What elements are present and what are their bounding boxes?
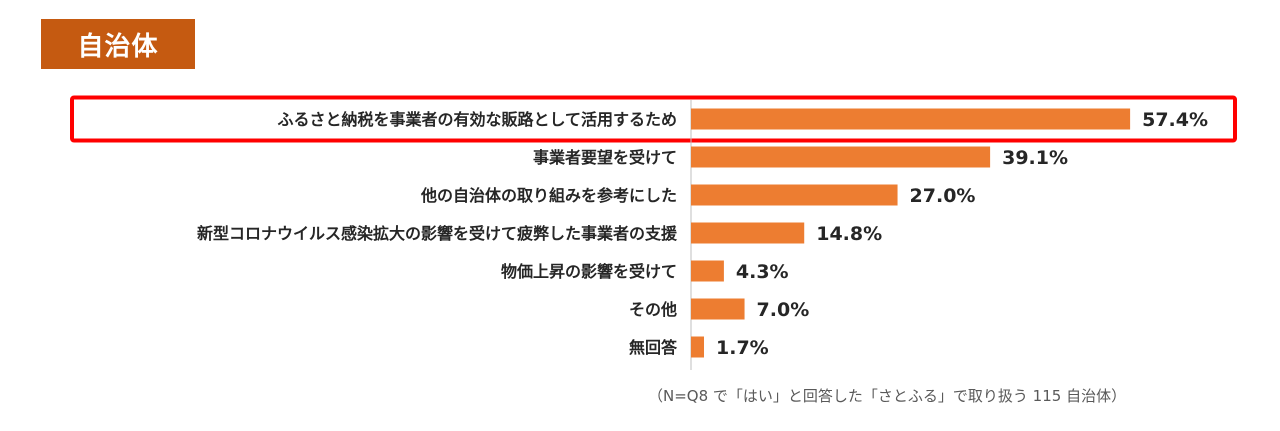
category-label: 物価上昇の影響を受けて — [501, 262, 677, 281]
value-label: 57.4% — [1142, 109, 1208, 131]
bar — [691, 108, 1131, 130]
bar — [691, 222, 805, 244]
bar — [691, 146, 991, 168]
category-label: 他の自治体の取り組みを参考にした — [420, 186, 677, 205]
category-label: 事業者要望を受けて — [533, 148, 677, 167]
category-label: 無回答 — [629, 338, 678, 357]
bar — [691, 260, 724, 282]
category-label: ふるさと納税を事業者の有効な販路として活用するため — [277, 110, 677, 129]
bar — [691, 298, 745, 320]
bar — [691, 184, 898, 206]
section-badge: 自治体 — [41, 19, 195, 69]
category-label: 新型コロナウイルス感染拡大の影響を受けて疲弊した事業者の支援 — [197, 224, 678, 243]
value-label: 14.8% — [816, 223, 882, 245]
value-label: 1.7% — [716, 337, 769, 359]
footnote: （N=Q8 で「はい」と回答した「さとふる」で取り扱う 115 自治体） — [648, 387, 1127, 405]
category-label: その他 — [629, 300, 677, 319]
value-label: 39.1% — [1002, 147, 1068, 169]
highlight-box — [70, 95, 1237, 143]
value-label: 7.0% — [757, 299, 810, 321]
value-label: 27.0% — [910, 185, 976, 207]
bar — [691, 336, 705, 358]
value-label: 4.3% — [736, 261, 789, 283]
